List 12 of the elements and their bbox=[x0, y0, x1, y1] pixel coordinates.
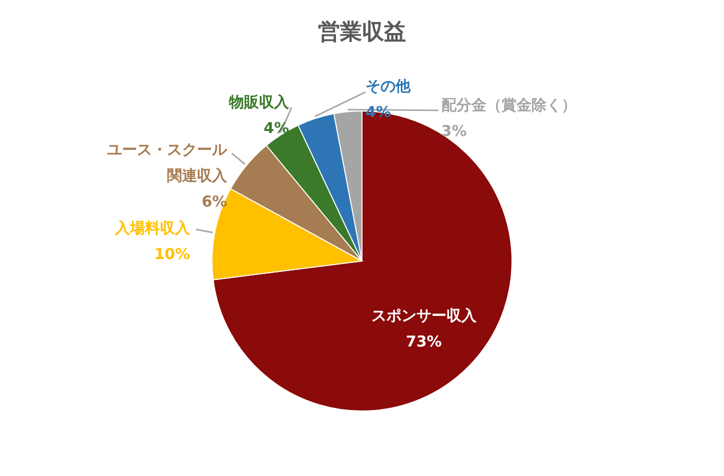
slice-label: その他 bbox=[366, 77, 412, 96]
slice-label: スポンサー収入 bbox=[371, 306, 478, 325]
slice-label: 配分金（賞金除く） bbox=[441, 96, 576, 114]
chart-title: 営業収益 bbox=[318, 20, 406, 45]
data-label: 73% bbox=[406, 332, 442, 351]
data-label: 3% bbox=[441, 122, 467, 140]
data-label: 4% bbox=[366, 103, 392, 122]
data-label: 10% bbox=[154, 245, 190, 264]
slice-label: 入場料収入 bbox=[114, 219, 192, 238]
slice-label: 物販収入 bbox=[228, 92, 290, 111]
slice-label: ユース・スクール関連収入 bbox=[107, 140, 228, 184]
data-label: 4% bbox=[264, 118, 290, 137]
